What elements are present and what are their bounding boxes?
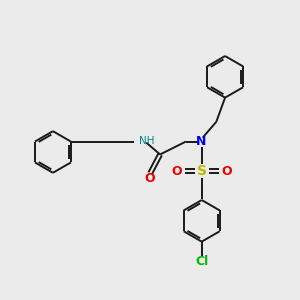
Text: O: O xyxy=(172,165,182,178)
Text: S: S xyxy=(197,164,207,178)
Text: O: O xyxy=(145,172,155,185)
Text: NH: NH xyxy=(139,136,155,146)
Text: O: O xyxy=(221,165,232,178)
Text: N: N xyxy=(196,135,206,148)
Text: Cl: Cl xyxy=(195,255,208,268)
